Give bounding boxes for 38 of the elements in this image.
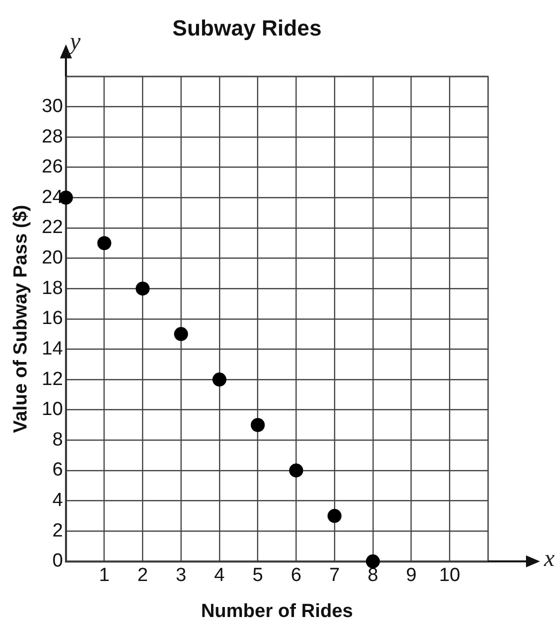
y-tick-label: 2 bbox=[52, 520, 63, 542]
y-tick-label: 22 bbox=[42, 217, 63, 238]
x-tick-label: 2 bbox=[137, 565, 148, 586]
point bbox=[289, 463, 304, 478]
point bbox=[136, 282, 150, 296]
y-tick-label: 16 bbox=[42, 308, 63, 330]
y-tick-label: 12 bbox=[42, 368, 63, 390]
x-tick-label: 1 bbox=[99, 565, 110, 586]
point bbox=[97, 236, 112, 250]
x-tick-label: 9 bbox=[406, 565, 417, 586]
y-tick-label: 10 bbox=[42, 399, 63, 420]
x-tick-label: 8 bbox=[368, 565, 378, 586]
y-tick-label: 8 bbox=[52, 429, 63, 450]
x-tick-label: 7 bbox=[329, 565, 340, 586]
x-tick-label: 4 bbox=[214, 565, 226, 586]
y-tick-label: 6 bbox=[52, 460, 63, 481]
y-tick-label: 20 bbox=[42, 248, 63, 269]
text: x bbox=[544, 546, 555, 572]
point bbox=[174, 327, 188, 342]
chart-title: Subway Rides bbox=[172, 15, 322, 40]
y-tick-label: 14 bbox=[42, 338, 64, 360]
point bbox=[212, 372, 226, 387]
y-tick-label: 4 bbox=[52, 490, 64, 512]
y-tick-label: 0 bbox=[52, 550, 63, 572]
x-tick-label: 10 bbox=[439, 565, 460, 586]
x-tick-label: 3 bbox=[176, 565, 186, 586]
y-tick-label: 28 bbox=[42, 126, 63, 148]
x-tick-label: 6 bbox=[290, 565, 302, 586]
point bbox=[366, 554, 380, 568]
y-tick-label: 26 bbox=[42, 156, 63, 178]
y-tick-label: 18 bbox=[42, 278, 63, 299]
point bbox=[328, 508, 342, 523]
y-axis-title: Value of Subway Pass ($) bbox=[10, 204, 32, 433]
x-tick-label: 5 bbox=[252, 565, 264, 586]
point bbox=[250, 418, 265, 432]
text: y bbox=[70, 29, 81, 56]
y-tick-label: 30 bbox=[42, 96, 63, 117]
x-axis-title: Number of Rides bbox=[200, 600, 353, 622]
